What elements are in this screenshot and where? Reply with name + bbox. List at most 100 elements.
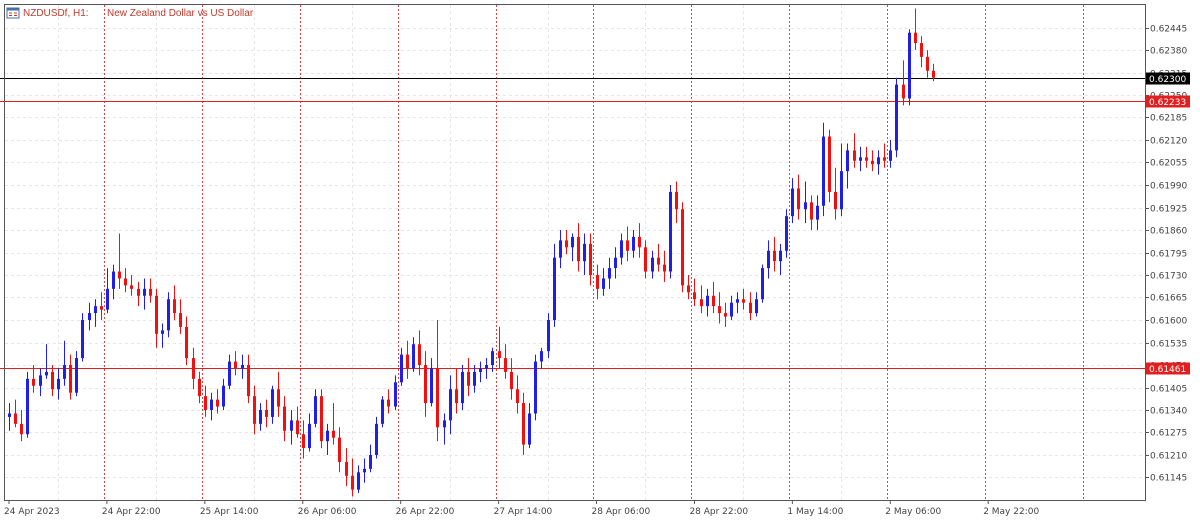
bear-candle (853, 150, 856, 161)
bull-candle (45, 371, 48, 376)
bull-candle (81, 320, 84, 359)
symbol-timeframe-label: NZDUSDf, H1: (23, 8, 89, 19)
bull-candle (877, 157, 880, 165)
bull-candle (308, 423, 311, 449)
bull-candle (228, 361, 231, 386)
bull-candle (112, 271, 115, 289)
bear-candle (418, 344, 421, 365)
bull-candle (106, 288, 109, 310)
bull-candle (755, 299, 758, 314)
price-badge-label: 0.61461 (1149, 365, 1186, 375)
y-tick-label: 0.61340 (1150, 407, 1187, 417)
bear-candle (436, 368, 439, 428)
bear-candle (638, 236, 641, 248)
y-tick-label: 0.62055 (1150, 159, 1187, 169)
period-separators (104, 5, 1084, 500)
bull-candle (632, 236, 635, 251)
bear-candle (179, 313, 182, 327)
bull-candle (94, 306, 97, 314)
bear-candle (926, 56, 929, 71)
bear-candle (797, 188, 800, 210)
price-badge-label: 0.62233 (1149, 98, 1186, 108)
bull-candle (314, 396, 317, 424)
chart-header: NZDUSDf, H1: New Zealand Dollar vs US Do… (6, 7, 254, 19)
bull-candle (400, 354, 403, 383)
bull-candle (271, 389, 274, 417)
bull-candle (602, 278, 605, 289)
bull-candle (75, 358, 78, 393)
bull-candle (443, 420, 446, 428)
bull-candle (706, 295, 709, 307)
bull-candle (669, 191, 672, 272)
bull-candle (357, 472, 360, 490)
x-tick-label: 2 May 22:00 (983, 507, 1039, 517)
bull-candle (608, 268, 611, 279)
bull-candle (583, 243, 586, 262)
bear-candle (296, 420, 299, 435)
bear-candle (351, 475, 354, 490)
bull-candle (259, 410, 262, 424)
bear-candle (510, 371, 513, 390)
y-tick-label: 0.62380 (1150, 47, 1187, 57)
bear-candle (565, 240, 568, 248)
bear-candle (204, 396, 207, 410)
bear-candle (749, 302, 752, 314)
bear-candle (920, 43, 923, 57)
bear-candle (644, 247, 647, 272)
bull-candle (88, 313, 91, 320)
bull-candle (620, 240, 623, 258)
x-tick-label: 24 Apr 2023 (4, 507, 60, 517)
bull-candle (479, 368, 482, 372)
bull-candle (473, 371, 476, 386)
bear-candle (932, 70, 935, 78)
bull-candle (485, 365, 488, 369)
bear-candle (700, 299, 703, 307)
bear-candle (124, 278, 127, 286)
bear-candle (828, 136, 831, 192)
bull-candle (449, 389, 452, 421)
y-tick-label: 0.61795 (1150, 250, 1187, 260)
bull-candle (394, 382, 397, 407)
bull-candle (736, 299, 739, 303)
bear-candle (283, 406, 286, 431)
bull-candle (143, 288, 146, 296)
bear-candle (596, 275, 599, 289)
bear-candle (247, 365, 250, 397)
y-tick-label: 0.61860 (1150, 227, 1187, 237)
bear-candle (69, 365, 72, 393)
bull-candle (167, 299, 170, 331)
x-tick-label: 26 Apr 06:00 (298, 507, 357, 517)
y-tick-label: 0.61600 (1150, 317, 1187, 327)
price-axis[interactable]: 0.624450.623800.623150.622500.621850.621… (1145, 25, 1187, 484)
y-tick-label: 0.61730 (1150, 272, 1187, 282)
time-axis[interactable]: 24 Apr 2023 24 Apr 22:00 25 Apr 14:00 26 Ap… (4, 500, 1039, 517)
y-tick-label: 0.61405 (1150, 385, 1187, 395)
bear-candle (871, 160, 874, 165)
x-tick-label: 27 Apr 14:00 (494, 507, 553, 517)
bear-candle (345, 461, 348, 476)
symbol-description: New Zealand Dollar vs US Dollar (107, 8, 254, 19)
bear-candle (498, 351, 501, 359)
bull-candle (730, 302, 733, 317)
chart-window-icon (6, 7, 20, 19)
bull-candle (804, 202, 807, 210)
bear-candle (712, 295, 715, 307)
price-badges: 0.62300 0.62233 0.61461 (1146, 72, 1190, 375)
bull-candle (222, 385, 225, 407)
bear-candle (883, 157, 886, 161)
bull-candle (528, 413, 531, 445)
bear-candle (155, 295, 158, 334)
bear-candle (192, 358, 195, 379)
bull-candle (63, 365, 66, 379)
bear-candle (14, 413, 17, 424)
x-tick-label: 28 Apr 06:00 (592, 507, 651, 517)
bull-candle (26, 378, 29, 435)
x-tick-label: 24 Apr 22:00 (102, 507, 161, 517)
bull-candle (651, 257, 654, 272)
plot-frame (4, 4, 1146, 501)
bull-candle (547, 320, 550, 352)
y-tick-label: 0.61210 (1150, 452, 1187, 462)
bull-candle (534, 361, 537, 414)
x-tick-label: 26 Apr 22:00 (396, 507, 455, 517)
